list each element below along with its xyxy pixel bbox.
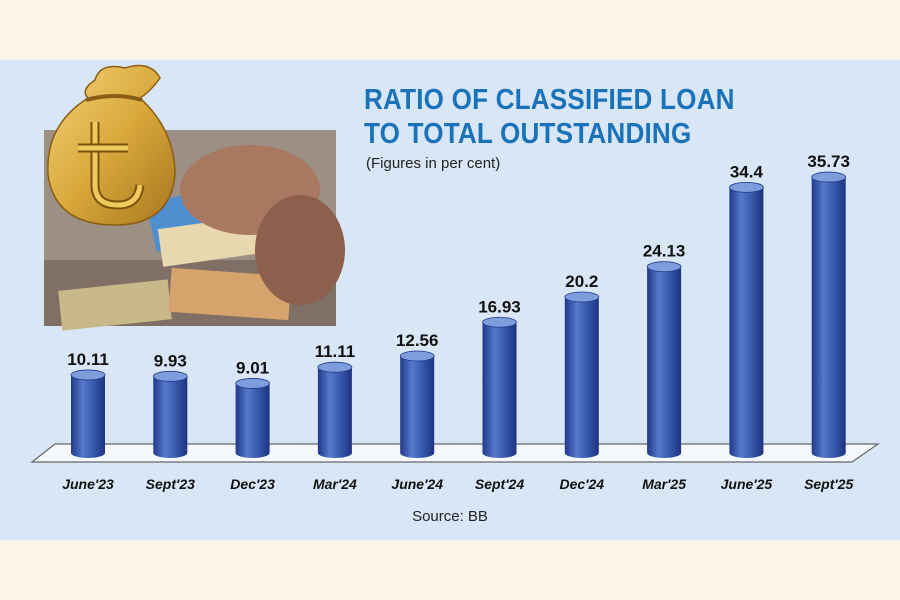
category-label: Dec'23 bbox=[230, 476, 275, 492]
chart-subtitle: (Figures in per cent) bbox=[366, 155, 501, 172]
bar bbox=[482, 316, 517, 458]
value-label: 9.93 bbox=[154, 351, 187, 370]
bar-body bbox=[400, 356, 435, 458]
bar-top bbox=[399, 350, 435, 362]
source-note: Source: BB bbox=[412, 508, 488, 525]
bar-body bbox=[235, 383, 270, 458]
money-bag-photo bbox=[44, 64, 345, 331]
bar-body bbox=[811, 177, 846, 458]
category-label: Sept'25 bbox=[804, 476, 853, 492]
value-label: 35.73 bbox=[807, 152, 850, 171]
category-label: June'25 bbox=[721, 476, 773, 492]
bar bbox=[399, 350, 435, 458]
bar bbox=[564, 291, 600, 458]
bar bbox=[317, 361, 353, 458]
value-label: 12.56 bbox=[396, 331, 439, 350]
bar bbox=[70, 369, 106, 458]
bar-top bbox=[646, 261, 682, 273]
category-label: June'24 bbox=[391, 476, 443, 492]
category-label: June'23 bbox=[62, 476, 114, 492]
bar-body bbox=[482, 322, 517, 458]
bar-body bbox=[647, 266, 682, 458]
category-label: Dec'24 bbox=[560, 476, 605, 492]
category-label: Sept'24 bbox=[475, 476, 524, 492]
category-label: Sept'23 bbox=[146, 476, 195, 492]
value-label: 20.2 bbox=[565, 272, 598, 291]
value-label: 10.11 bbox=[67, 350, 109, 369]
value-label: 9.01 bbox=[236, 358, 269, 377]
chart-title-line1: RATIO OF CLASSIFIED LOAN bbox=[364, 84, 735, 116]
bar-body bbox=[564, 297, 599, 458]
value-label: 11.11 bbox=[315, 342, 356, 361]
bar-body bbox=[317, 367, 352, 458]
bar-body bbox=[71, 374, 105, 458]
bar-top bbox=[152, 370, 188, 382]
category-label: Mar'24 bbox=[313, 476, 357, 492]
bar-top bbox=[729, 181, 764, 193]
value-label: 34.4 bbox=[730, 162, 764, 181]
bar bbox=[235, 378, 271, 458]
bar bbox=[811, 171, 847, 458]
bar-top bbox=[70, 369, 106, 381]
bar-top bbox=[564, 291, 600, 303]
bar bbox=[152, 370, 188, 458]
value-label: 24.13 bbox=[643, 242, 686, 261]
bar-body bbox=[729, 187, 764, 458]
chart-title-line2: TO TOTAL OUTSTANDING bbox=[364, 118, 692, 150]
bar-top bbox=[235, 378, 271, 389]
bar-body bbox=[153, 376, 188, 458]
category-labels-group: June'23 Sept'23 Dec'23 Mar'24 June'24 Sept'24… bbox=[62, 476, 853, 492]
bar-top bbox=[811, 171, 847, 183]
bar bbox=[646, 261, 682, 458]
bar bbox=[729, 181, 764, 458]
bars-group bbox=[70, 171, 847, 458]
bar-top bbox=[482, 316, 517, 328]
bar-top bbox=[317, 361, 353, 373]
value-labels-group: 10.11 9.93 9.01 11.11 12.56 16.93 20.2 24.13 34.… bbox=[67, 152, 850, 377]
value-label: 16.93 bbox=[478, 297, 521, 316]
category-label: Mar'25 bbox=[642, 476, 686, 492]
